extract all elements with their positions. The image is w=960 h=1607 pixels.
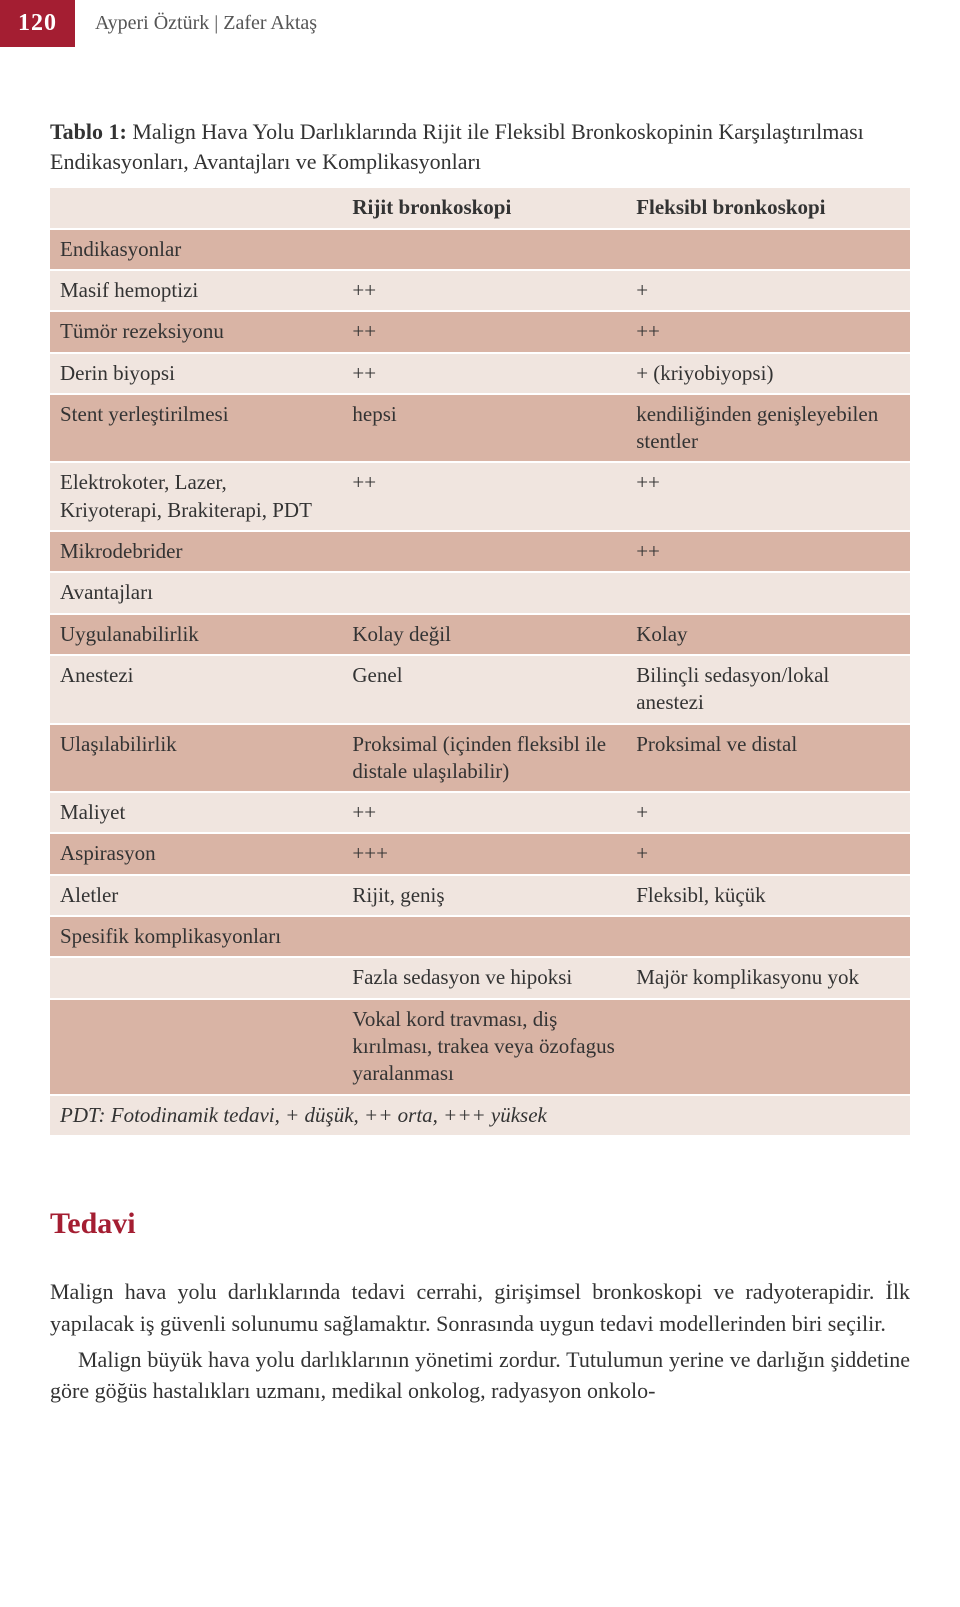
row-label: Maliyet <box>50 792 342 833</box>
row-label: Masif hemoptizi <box>50 270 342 311</box>
table-row: Anestezi Genel Bilinçli sedasyon/lokal a… <box>50 655 910 724</box>
table-row: Masif hemoptizi ++ + <box>50 270 910 311</box>
row-label: Anestezi <box>50 655 342 724</box>
row-c1: Fazla sedasyon ve hipoksi <box>342 957 626 998</box>
col-header-2: Fleksibl bronkoskopi <box>626 187 910 228</box>
table-row: Uygulanabilirlik Kolay değil Kolay <box>50 614 910 655</box>
authors-line: Ayperi Öztürk | Zafer Aktaş <box>95 12 317 35</box>
row-label: Stent yerleştirilmesi <box>50 394 342 463</box>
row-c2: + <box>626 833 910 874</box>
table-row: Mikrodebrider ++ <box>50 531 910 572</box>
section-title: Avantajları <box>50 572 910 613</box>
paragraph-2: Malign büyük hava yolu darlıklarının yön… <box>50 1344 910 1408</box>
row-label <box>50 999 342 1095</box>
row-label: Uygulanabilirlik <box>50 614 342 655</box>
section-heading-tedavi: Tedavi <box>50 1207 910 1241</box>
row-c2 <box>626 999 910 1095</box>
table-row: Maliyet ++ + <box>50 792 910 833</box>
table-row: Elektrokoter, Lazer, Kriyoterapi, Brakit… <box>50 462 910 531</box>
table-caption: Tablo 1: Malign Hava Yolu Darlıklarında … <box>50 117 910 176</box>
row-c1: Proksimal (içinden fleksibl ile distale … <box>342 724 626 793</box>
row-c2: Proksimal ve distal <box>626 724 910 793</box>
body-text-block: Malign hava yolu darlıklarında tedavi ce… <box>50 1276 910 1408</box>
table-caption-text: Malign Hava Yolu Darlıklarında Rijit ile… <box>50 119 864 174</box>
row-label: Aspirasyon <box>50 833 342 874</box>
col-header-1: Rijit bronkoskopi <box>342 187 626 228</box>
row-c1: Kolay değil <box>342 614 626 655</box>
row-c1: ++ <box>342 270 626 311</box>
page-header: 120 Ayperi Öztürk | Zafer Aktaş <box>0 0 960 47</box>
row-c1: ++ <box>342 311 626 352</box>
row-c1: ++ <box>342 353 626 394</box>
row-c2: + <box>626 792 910 833</box>
col-header-0 <box>50 187 342 228</box>
row-label: Derin biyopsi <box>50 353 342 394</box>
table-row: Aspirasyon +++ + <box>50 833 910 874</box>
section-title: Endikasyonlar <box>50 229 910 270</box>
row-label: Aletler <box>50 875 342 916</box>
row-c1: ++ <box>342 462 626 531</box>
page-number: 120 <box>0 0 75 47</box>
row-c1: Vokal kord travması, diş kırılması, trak… <box>342 999 626 1095</box>
table-row: Tümör rezeksiyonu ++ ++ <box>50 311 910 352</box>
section-header-row: Endikasyonlar <box>50 229 910 270</box>
table-footnote-row: PDT: Fotodinamik tedavi, + düşük, ++ ort… <box>50 1095 910 1136</box>
row-c1: Genel <box>342 655 626 724</box>
row-c2: + <box>626 270 910 311</box>
row-c1: +++ <box>342 833 626 874</box>
row-label: Elektrokoter, Lazer, Kriyoterapi, Brakit… <box>50 462 342 531</box>
section-title: Spesifik komplikasyonları <box>50 916 910 957</box>
row-c1: hepsi <box>342 394 626 463</box>
row-c2: ++ <box>626 311 910 352</box>
section-header-row: Avantajları <box>50 572 910 613</box>
paragraph-1: Malign hava yolu darlıklarında tedavi ce… <box>50 1276 910 1340</box>
section-header-row: Spesifik komplikasyonları <box>50 916 910 957</box>
row-label: Mikrodebrider <box>50 531 342 572</box>
row-c1 <box>342 531 626 572</box>
table-row: Stent yerleştirilmesi hepsi kendiliğinde… <box>50 394 910 463</box>
table-footnote: PDT: Fotodinamik tedavi, + düşük, ++ ort… <box>50 1095 910 1136</box>
row-c2: kendiliğinden genişleyebilen stentler <box>626 394 910 463</box>
row-c1: Rijit, geniş <box>342 875 626 916</box>
table-row: Aletler Rijit, geniş Fleksibl, küçük <box>50 875 910 916</box>
row-c2: Kolay <box>626 614 910 655</box>
table-row: Fazla sedasyon ve hipoksi Majör komplika… <box>50 957 910 998</box>
row-c2: ++ <box>626 531 910 572</box>
table-row: Vokal kord travması, diş kırılması, trak… <box>50 999 910 1095</box>
row-c2: + (kriyobiyopsi) <box>626 353 910 394</box>
table-caption-label: Tablo 1: <box>50 119 127 144</box>
row-c2: ++ <box>626 462 910 531</box>
row-label: Tümör rezeksiyonu <box>50 311 342 352</box>
table-row: Ulaşılabilirlik Proksimal (içinden fleks… <box>50 724 910 793</box>
row-c2: Majör komplikasyonu yok <box>626 957 910 998</box>
comparison-table: Rijit bronkoskopi Fleksibl bronkoskopi E… <box>50 186 910 1136</box>
table-row: Derin biyopsi ++ + (kriyobiyopsi) <box>50 353 910 394</box>
row-label: Ulaşılabilirlik <box>50 724 342 793</box>
row-label <box>50 957 342 998</box>
table-header-row: Rijit bronkoskopi Fleksibl bronkoskopi <box>50 187 910 228</box>
row-c2: Fleksibl, küçük <box>626 875 910 916</box>
row-c1: ++ <box>342 792 626 833</box>
row-c2: Bilinçli sedasyon/lokal anestezi <box>626 655 910 724</box>
